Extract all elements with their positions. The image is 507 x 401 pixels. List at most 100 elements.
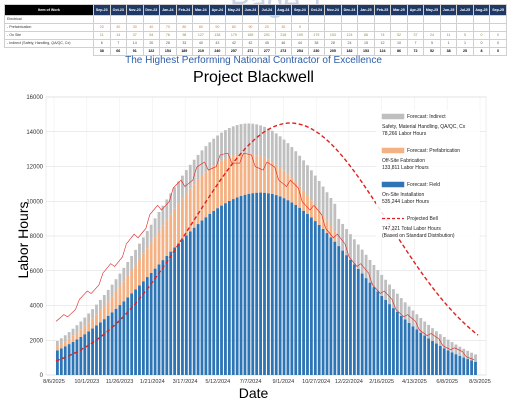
bar-indirect [423,321,427,336]
bar-field [462,357,466,375]
bar-indirect [407,306,411,323]
bar-field [270,193,274,375]
bar-indirect [313,175,317,206]
bar-indirect [341,223,345,251]
bar-indirect [263,126,266,158]
bar-field [196,224,200,375]
bar-prefabrication [255,155,259,193]
legend-name: Forecast: Indirect [407,114,446,120]
bar-indirect [247,123,251,154]
bar-indirect [395,293,399,313]
bar-prefabrication [192,184,196,228]
legend-desc: On-Site Installation [382,192,424,198]
bar-prefabrication [130,270,134,294]
bar-indirect [71,328,75,336]
bar-field [407,322,411,375]
bar-field [208,213,212,375]
bar-prefabrication [56,346,59,351]
bar-field [79,336,83,375]
bar-field [98,322,102,375]
bar-prefabrication [329,226,333,238]
bar-field [399,315,403,375]
bar-field [212,210,216,375]
bar-indirect [161,205,165,226]
bar-indirect [83,317,87,326]
bar-indirect [333,203,337,232]
bar-field [161,260,165,375]
legend-name: Forecast: Prefabrication [407,148,460,154]
bar-prefabrication [235,154,239,198]
bar-prefabrication [102,305,106,320]
bar-field [313,221,317,375]
projected-bell-line [55,122,479,362]
bar-prefabrication [63,341,67,347]
x-tick-label: 4/13/2025 [402,379,427,385]
bar-indirect [255,124,259,156]
bar-indirect [157,211,161,231]
bar-prefabrication [200,175,204,221]
bar-field [352,264,356,375]
bar-prefabrication [243,153,247,195]
bar-indirect [306,165,309,196]
bar-field [224,203,227,375]
bar-indirect [110,284,114,297]
x-tick-label: 5/12/2024 [205,379,230,385]
bar-field [95,325,98,375]
y-tick-label: 8000 [30,234,44,240]
bar-indirect [145,231,149,249]
x-tick-label: 9/1/2024 [272,379,294,385]
bar-indirect [212,138,216,166]
bar-indirect [63,335,67,342]
y-tick-label: 14000 [26,130,43,136]
bar-field [419,332,423,375]
x-tick-label: 12/22/2024 [335,379,363,385]
bar-prefabrication [59,344,63,349]
bar-indirect [87,313,91,323]
bar-field [438,345,442,375]
y-tick-label: 16000 [26,95,43,101]
bar-indirect [294,151,298,183]
bar-field [294,204,298,375]
y-tick-label: 2000 [30,338,44,344]
table-row: 38 66 91 122 154 189 219 240 257 271 277 273 254 230 2… [5,47,507,56]
bar-field [384,299,388,375]
y-tick-label: 12000 [26,165,43,171]
bar-field [177,243,180,375]
bar-prefabrication [110,296,114,313]
bar-field [200,220,204,375]
bar-field [392,308,395,375]
bar-indirect [149,224,153,243]
bar-field [122,301,126,375]
bar-field [235,197,239,375]
bar-prefabrication [87,322,91,332]
bar-indirect [329,197,333,227]
bar-field [145,277,149,375]
bar-indirect [466,350,470,360]
bar-field [231,199,235,375]
company-tagline: The Highest Performing National Contract… [125,55,382,66]
bar-prefabrication [161,225,165,261]
table-cell: 277 [258,47,276,56]
table-cell: 91 [125,47,144,56]
bar-prefabrication [317,210,321,225]
bar-field [380,295,384,375]
bar-prefabrication [91,318,94,329]
bar-field [204,217,208,375]
bar-prefabrication [118,286,122,306]
bar-prefabrication [149,242,153,273]
bar-prefabrication [181,198,184,240]
bar-field [435,343,438,375]
bar-field [141,281,145,375]
bar-indirect [392,289,395,309]
legend-swatch [381,181,405,188]
bar-field [333,241,337,375]
bar-indirect [173,187,177,209]
bar-indirect [169,193,173,215]
table-cell: 0 [489,47,507,56]
bar-prefabrication [306,195,309,214]
bar-indirect [220,132,223,161]
bar-prefabrication [165,219,169,256]
table-header-month: Nov-24 [324,4,342,16]
bar-prefabrication [224,158,227,204]
bar-indirect [325,192,329,221]
